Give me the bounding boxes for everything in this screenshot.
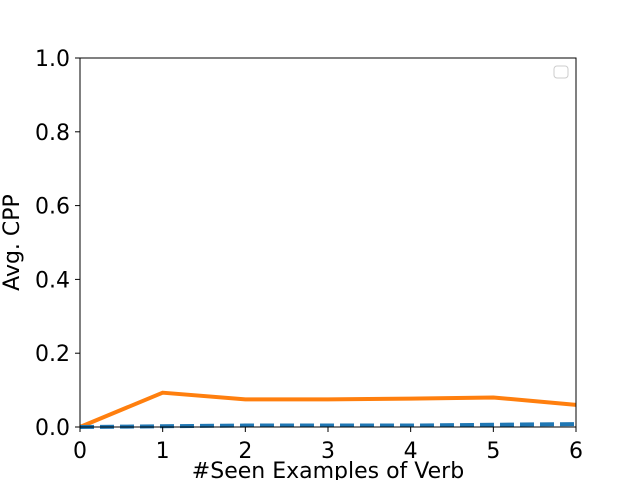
x-axis-label: #Seen Examples of Verb [192,459,464,480]
y-axis-label: Avg. CPP [0,194,25,291]
y-tick-label: 0.4 [35,268,70,293]
y-tick-label: 0.0 [35,416,70,441]
x-tick-label: 5 [486,439,500,464]
x-tick-label: 0 [73,439,87,464]
y-tick-label: 1.0 [35,47,70,72]
y-tick-label: 0.6 [35,195,70,220]
legend [553,65,569,79]
series-line-2 [79,422,577,429]
y-tick-label: 0.8 [35,121,70,146]
axes-frame [79,57,577,428]
x-tick-label: 2 [238,439,252,464]
x-tick-label: 6 [569,439,583,464]
y-axis: 0.0 0.2 0.4 0.6 0.8 1.0 [35,47,80,441]
series-layer [79,390,577,429]
x-tick-label: 1 [156,439,170,464]
x-tick-label: 4 [404,439,418,464]
series-line-1 [79,390,577,429]
x-tick-label: 3 [321,439,335,464]
y-tick-label: 0.2 [35,342,70,367]
x-axis: 0 1 2 3 4 5 6 [73,427,583,464]
